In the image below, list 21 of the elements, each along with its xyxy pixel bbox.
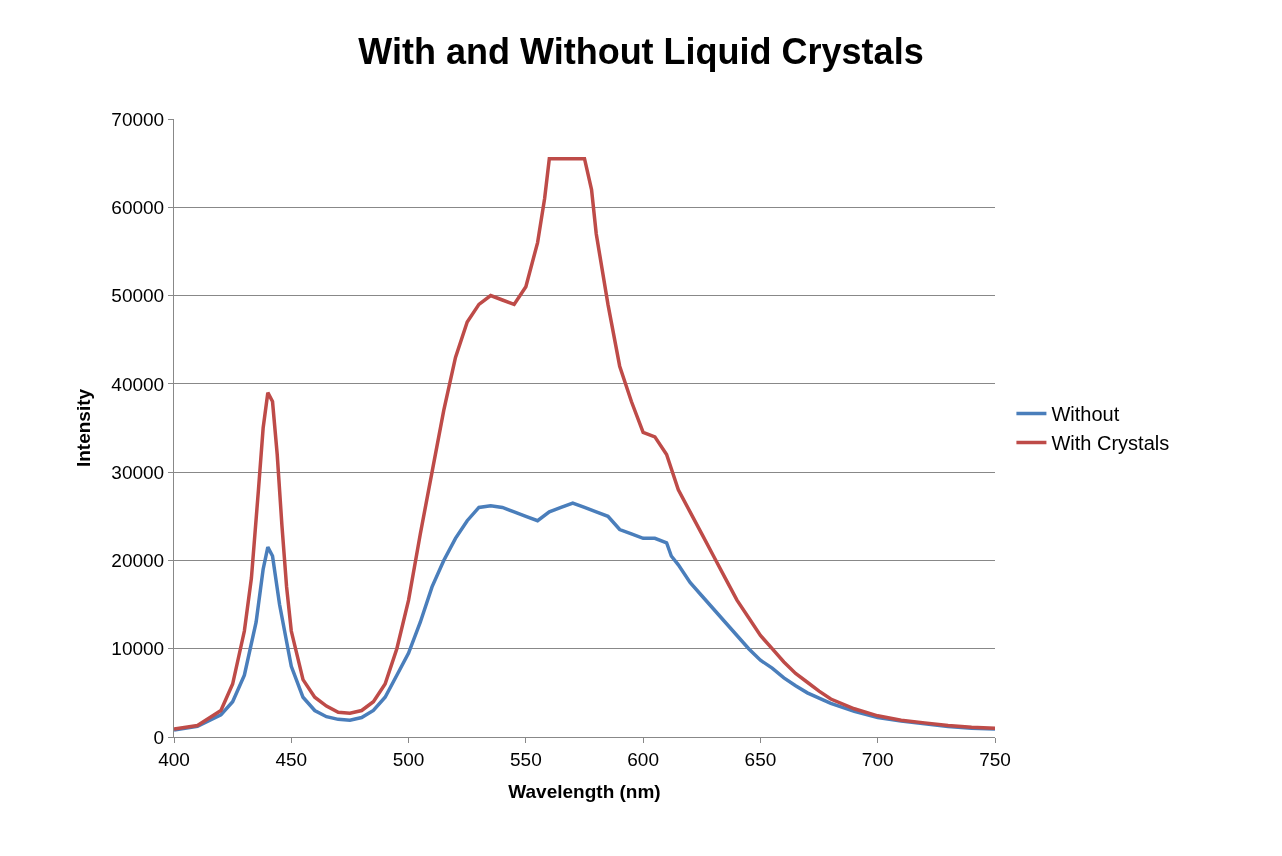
- x-tick-label: 650: [744, 748, 777, 770]
- y-tick-label: 70000: [111, 108, 165, 130]
- legend-label: With Crystals: [1051, 432, 1170, 455]
- y-tick-label: 50000: [111, 285, 165, 307]
- y-tick-label: 30000: [111, 461, 165, 483]
- x-axis-title: Wavelength (nm): [508, 780, 661, 802]
- x-tick-label: 500: [392, 748, 425, 770]
- y-axis-title: Intensity: [73, 388, 95, 468]
- x-tick-label: 600: [627, 748, 659, 770]
- y-tick-label: 0: [153, 726, 165, 748]
- y-tick-label: 20000: [111, 550, 165, 572]
- y-tick-label: 40000: [111, 373, 165, 395]
- x-tick-label: 400: [158, 748, 190, 770]
- y-tick-label: 60000: [111, 196, 165, 218]
- x-tick-label: 450: [275, 748, 308, 770]
- x-tick-label: 550: [510, 748, 542, 770]
- x-tick-label: 750: [979, 748, 1011, 770]
- legend-label: Without: [1051, 403, 1120, 426]
- y-tick-label: 10000: [111, 638, 165, 660]
- x-tick-label: 700: [861, 748, 894, 770]
- chart-title: With and Without Liquid Crystals: [358, 30, 924, 72]
